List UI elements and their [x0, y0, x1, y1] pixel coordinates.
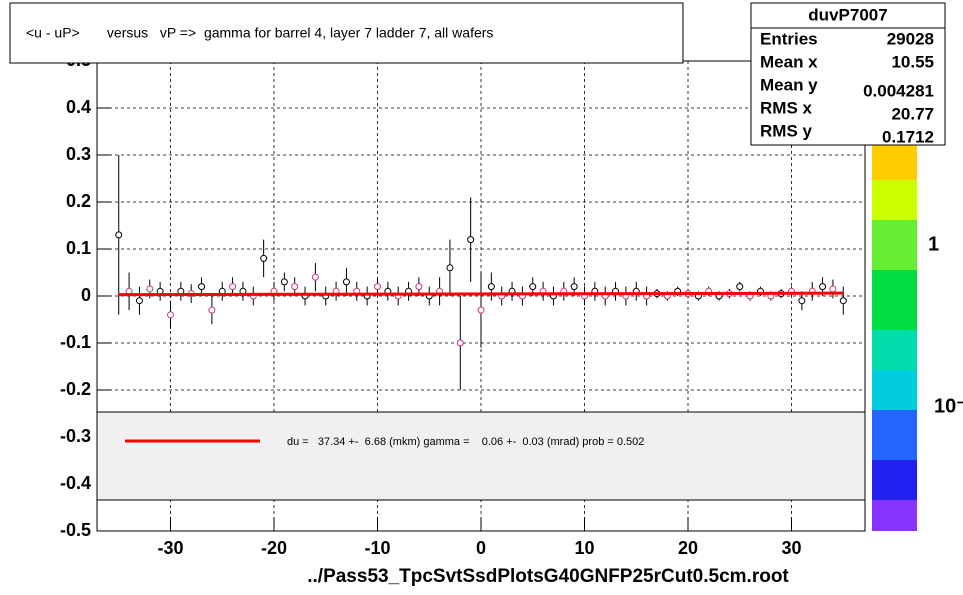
y-tick-label: 0.4 [66, 97, 91, 117]
fit-line [118, 291, 844, 297]
profile-point [146, 285, 154, 293]
stats-value: 0.1712 [882, 127, 934, 146]
profile-point [487, 283, 495, 291]
profile-point [529, 283, 537, 291]
profile-point [570, 283, 578, 291]
profile-point [135, 297, 143, 305]
palette-cell [872, 500, 917, 531]
x-tick-label: 0 [476, 538, 486, 558]
x-tick-label: 20 [678, 538, 698, 558]
y-tick-label: 0.2 [66, 191, 91, 211]
y-tick-label: 0 [81, 285, 91, 305]
y-tick-label: 0.1 [66, 238, 91, 258]
palette-cell [872, 370, 917, 410]
x-tick-label: 30 [781, 538, 801, 558]
y-tick-label: -0.3 [60, 426, 91, 446]
color-palette [872, 140, 917, 531]
x-tick-label: -10 [364, 538, 390, 558]
profile-point [280, 278, 288, 286]
profile-point [819, 283, 827, 291]
profile-point [229, 283, 237, 291]
x-tick-label: -20 [261, 538, 287, 558]
profile-point [798, 297, 806, 305]
palette-cell [872, 330, 917, 370]
legend-label: du = 37.34 +- 6.68 (mkm) gamma = 0.06 +-… [287, 436, 644, 448]
profile-point [736, 283, 744, 291]
stats-value: 29028 [887, 29, 934, 48]
palette-cell [872, 140, 917, 180]
palette-cell [872, 270, 917, 330]
profile-point [446, 264, 454, 272]
profile-point [839, 297, 847, 305]
profile-point [829, 285, 837, 293]
profile-point [373, 283, 381, 291]
profile-point [115, 231, 123, 239]
stats-value: 10.55 [891, 52, 934, 71]
palette-label: 1 [928, 233, 939, 255]
y-tick-label: -0.2 [60, 379, 91, 399]
profile-point [467, 236, 475, 244]
title-box [9, 2, 684, 64]
stats-title: duvP7007 [808, 5, 887, 24]
y-tick-label: -0.4 [60, 473, 91, 493]
palette-cell [872, 410, 917, 460]
plot-area: -0.5-0.4-0.3-0.2-0.100.10.20.30.40.5-30-… [60, 50, 866, 558]
x-axis-label: ../Pass53_TpcSvtSsdPlotsG40GNFP25rCut0.5… [307, 566, 789, 587]
profile-point [166, 311, 174, 319]
x-tick-label: -30 [157, 538, 183, 558]
profile-point [260, 254, 268, 262]
profile-point [291, 283, 299, 291]
profile-point [208, 306, 216, 314]
legend-box [96, 411, 866, 501]
palette-label: 10⁻¹ [934, 395, 963, 417]
stats-value: 20.77 [891, 104, 934, 123]
profile-point [342, 278, 350, 286]
profile-point [477, 306, 485, 314]
profile-point [456, 339, 464, 347]
stats-label: Mean y [760, 75, 818, 94]
palette-cell [872, 180, 917, 220]
overlays: <u - uP> versus vP => gamma for barrel 4… [9, 2, 963, 587]
stats-label: RMS y [760, 121, 813, 140]
y-tick-label: -0.1 [60, 332, 91, 352]
x-tick-label: 10 [574, 538, 594, 558]
profile-point [311, 273, 319, 281]
stats-label: Mean x [760, 52, 818, 71]
profile-point [198, 283, 206, 291]
profile-point [415, 283, 423, 291]
y-tick-label: -0.5 [60, 520, 91, 540]
stats-box [750, 2, 946, 146]
palette-cell [872, 460, 917, 500]
y-tick-label: 0.3 [66, 144, 91, 164]
stats-label: RMS x [760, 98, 813, 117]
stats-value: 0.004281 [863, 81, 934, 100]
chart-title: <u - uP> versus vP => gamma for barrel 4… [26, 25, 493, 41]
palette-cell [872, 220, 917, 270]
stats-label: Entries [760, 29, 818, 48]
